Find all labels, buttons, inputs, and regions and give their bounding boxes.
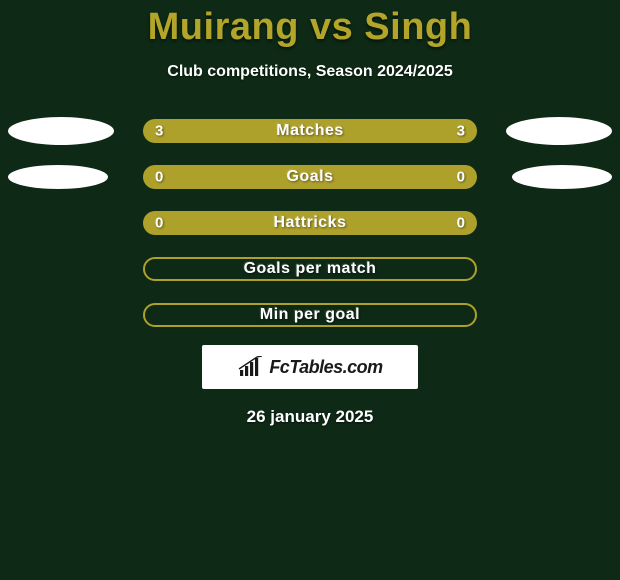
stat-value-right: 0 bbox=[457, 169, 465, 186]
stat-bar: 0 Hattricks 0 bbox=[143, 211, 477, 235]
stat-bar: Min per goal bbox=[143, 303, 477, 327]
page-title: Muirang vs Singh bbox=[148, 6, 473, 49]
stat-value-left: 0 bbox=[155, 169, 163, 186]
team-marker-right bbox=[506, 117, 612, 145]
attribution-logo: FcTables.com bbox=[202, 345, 418, 389]
stat-row-hattricks: 0 Hattricks 0 bbox=[0, 211, 620, 235]
stat-value-left: 0 bbox=[155, 215, 163, 232]
chart-icon bbox=[237, 356, 265, 378]
stat-bar: 3 Matches 3 bbox=[143, 119, 477, 143]
team-marker-left bbox=[8, 165, 108, 189]
stat-label: Min per goal bbox=[260, 306, 360, 324]
team-marker-left bbox=[8, 117, 114, 145]
stat-label: Goals per match bbox=[244, 260, 377, 278]
stat-label: Matches bbox=[276, 122, 344, 140]
stat-bar: 0 Goals 0 bbox=[143, 165, 477, 189]
team-marker-right bbox=[512, 165, 612, 189]
stat-label: Hattricks bbox=[274, 214, 347, 232]
stat-label: Goals bbox=[287, 168, 334, 186]
stat-rows: 3 Matches 3 0 Goals 0 0 Hattricks 0 bbox=[0, 119, 620, 327]
stat-value-left: 3 bbox=[155, 123, 163, 140]
attribution-text: FcTables.com bbox=[269, 357, 382, 378]
stat-value-right: 3 bbox=[457, 123, 465, 140]
stat-row-min-per-goal: Min per goal bbox=[0, 303, 620, 327]
stat-row-matches: 3 Matches 3 bbox=[0, 119, 620, 143]
stat-value-right: 0 bbox=[457, 215, 465, 232]
infographic: Muirang vs Singh Club competitions, Seas… bbox=[0, 0, 620, 580]
stat-row-goals: 0 Goals 0 bbox=[0, 165, 620, 189]
subtitle: Club competitions, Season 2024/2025 bbox=[167, 63, 452, 81]
stat-row-goals-per-match: Goals per match bbox=[0, 257, 620, 281]
date-label: 26 january 2025 bbox=[247, 407, 374, 427]
stat-bar: Goals per match bbox=[143, 257, 477, 281]
